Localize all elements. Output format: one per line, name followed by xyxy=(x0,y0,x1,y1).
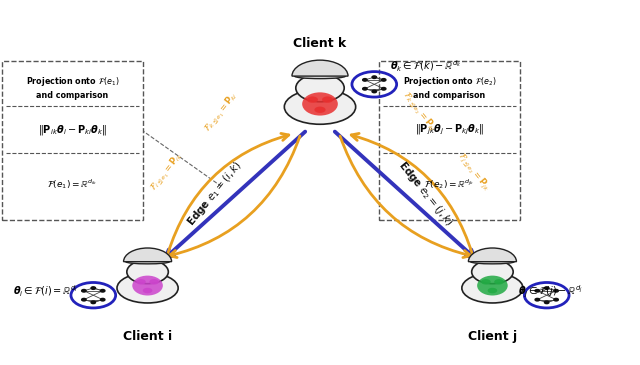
Wedge shape xyxy=(292,60,348,76)
Text: and comparison: and comparison xyxy=(413,91,486,100)
Circle shape xyxy=(100,299,105,301)
Text: Client k: Client k xyxy=(293,37,347,50)
Circle shape xyxy=(372,76,376,78)
Circle shape xyxy=(381,88,386,90)
Text: $\boldsymbol{\theta}_j \in \mathcal{F}(j) - \mathbb{R}^{d_j}$: $\boldsymbol{\theta}_j \in \mathcal{F}(j… xyxy=(518,284,583,300)
Circle shape xyxy=(488,288,497,293)
Circle shape xyxy=(545,287,549,289)
Circle shape xyxy=(481,279,491,285)
Text: $\|\mathbf{P}_{ik}\boldsymbol{\theta}_i - \mathbf{P}_{ki}\boldsymbol{\theta}_k\|: $\|\mathbf{P}_{ik}\boldsymbol{\theta}_i … xyxy=(38,123,107,137)
Text: Edge $e_1 = (i,k)$: Edge $e_1 = (i,k)$ xyxy=(184,158,245,229)
Text: Edge $e_2 = (j,k)$: Edge $e_2 = (j,k)$ xyxy=(395,158,456,229)
Wedge shape xyxy=(124,248,172,262)
Circle shape xyxy=(381,78,386,81)
Text: $\mathcal{F}_{k\trianglelefteq e_1} = \mathbf{P}_{ki}$: $\mathcal{F}_{k\trianglelefteq e_1} = \m… xyxy=(201,89,241,135)
Ellipse shape xyxy=(117,273,178,303)
Circle shape xyxy=(314,107,326,113)
Circle shape xyxy=(372,90,376,93)
Wedge shape xyxy=(468,248,516,262)
Text: $\mathcal{F}_{j\trianglelefteq e_2} = \mathbf{P}_{jk}$: $\mathcal{F}_{j\trianglelefteq e_2} = \m… xyxy=(454,149,493,194)
Circle shape xyxy=(363,78,367,81)
Ellipse shape xyxy=(132,276,163,296)
FancyBboxPatch shape xyxy=(2,61,143,220)
Text: and comparison: and comparison xyxy=(36,91,109,100)
Text: Client i: Client i xyxy=(123,330,172,343)
Circle shape xyxy=(91,301,95,304)
Circle shape xyxy=(554,299,558,301)
Text: $\mathcal{F}_{i\trianglelefteq e_1} = \mathbf{P}_{ik}$: $\mathcal{F}_{i\trianglelefteq e_1} = \m… xyxy=(147,149,186,194)
Circle shape xyxy=(307,96,318,103)
Circle shape xyxy=(100,289,105,292)
Circle shape xyxy=(472,260,513,284)
Text: $\mathcal{F}(e_1) = \mathbb{R}^{d_{ik}}$: $\mathcal{F}(e_1) = \mathbb{R}^{d_{ik}}$ xyxy=(47,177,98,191)
Circle shape xyxy=(363,88,367,90)
Text: Client j: Client j xyxy=(468,330,517,343)
Ellipse shape xyxy=(125,260,170,264)
Circle shape xyxy=(149,279,159,285)
Circle shape xyxy=(535,299,540,301)
Ellipse shape xyxy=(462,273,523,303)
Circle shape xyxy=(322,96,333,103)
Ellipse shape xyxy=(470,260,515,264)
Circle shape xyxy=(554,289,558,292)
Circle shape xyxy=(136,279,146,285)
Circle shape xyxy=(82,289,86,292)
Text: $\boldsymbol{\theta}_k \in \mathcal{F}(k) - \mathbb{R}^{d_k}$: $\boldsymbol{\theta}_k \in \mathcal{F}(k… xyxy=(390,58,461,74)
Circle shape xyxy=(545,301,549,304)
Text: Projection onto $\mathcal{F}(e_2)$: Projection onto $\mathcal{F}(e_2)$ xyxy=(403,75,496,88)
Text: $\|\mathbf{P}_{jk}\boldsymbol{\theta}_j - \mathbf{P}_{kj}\boldsymbol{\theta}_k\|: $\|\mathbf{P}_{jk}\boldsymbol{\theta}_j … xyxy=(415,123,484,137)
Ellipse shape xyxy=(302,92,338,116)
Ellipse shape xyxy=(284,89,356,124)
Circle shape xyxy=(143,288,152,293)
Circle shape xyxy=(91,287,95,289)
Circle shape xyxy=(535,289,540,292)
FancyBboxPatch shape xyxy=(379,61,520,220)
Ellipse shape xyxy=(294,74,346,78)
Text: $\mathcal{F}_{k\trianglelefteq e_2} = \mathbf{P}_{kj}$: $\mathcal{F}_{k\trianglelefteq e_2} = \m… xyxy=(399,89,439,134)
Text: Projection onto $\mathcal{F}(e_1)$: Projection onto $\mathcal{F}(e_1)$ xyxy=(26,75,119,88)
Circle shape xyxy=(82,299,86,301)
Circle shape xyxy=(296,74,344,102)
Circle shape xyxy=(494,279,504,285)
Circle shape xyxy=(127,260,168,284)
Text: $\mathcal{F}(e_2) = \mathbb{R}^{d_{jk}}$: $\mathcal{F}(e_2) = \mathbb{R}^{d_{jk}}$ xyxy=(424,177,474,191)
Text: $\boldsymbol{\theta}_i \in \mathcal{F}(i) = \mathbb{R}^{d_i}$: $\boldsymbol{\theta}_i \in \mathcal{F}(i… xyxy=(13,284,78,299)
Ellipse shape xyxy=(477,276,508,296)
